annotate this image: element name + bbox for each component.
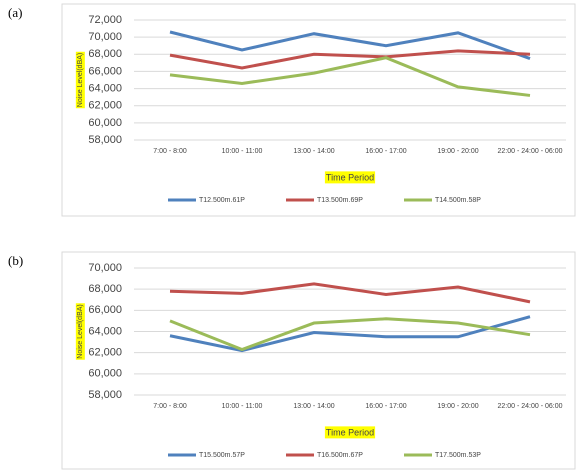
y-tick-label: 70,000: [88, 262, 122, 274]
y-tick-label: 64,000: [88, 82, 122, 94]
x-axis-label: Time Period: [326, 172, 374, 182]
x-tick-label: 13:00 - 14:00: [293, 148, 334, 155]
legend-label: T17.500m.53P: [435, 452, 481, 459]
legend-label: T16.500m.67P: [317, 452, 363, 459]
y-tick-label: 64,000: [88, 325, 122, 337]
y-axis-label: Noise Level(dBA): [77, 53, 84, 107]
x-tick-label: 10:00 - 11:00: [222, 148, 263, 155]
x-tick-label: 7:00 - 8:00: [153, 148, 187, 155]
x-tick-label: 16:00 - 17:00: [365, 403, 406, 410]
y-tick-label: 70,000: [88, 31, 122, 43]
y-tick-label: 62,000: [88, 347, 122, 359]
y-axis-label: Noise Level(dBA): [77, 304, 84, 358]
y-tick-label: 62,000: [88, 100, 122, 112]
y-tick-label: 66,000: [88, 304, 122, 316]
series-line: [169, 317, 531, 352]
y-tick-label: 60,000: [88, 368, 122, 380]
y-tick-label: 68,000: [88, 48, 122, 60]
label-highlight: [324, 426, 376, 439]
legend-label: T12.500m.61P: [199, 197, 245, 204]
y-tick-label: 60,000: [88, 117, 122, 129]
panel-label: (b): [8, 253, 23, 268]
x-tick-label: 19:00 - 20:00: [437, 148, 478, 155]
series-line: [169, 49, 531, 70]
panel-frame: [61, 251, 576, 470]
series-line: [169, 282, 531, 304]
x-tick-label: 22:00 - 24:00 - 06:00: [498, 148, 563, 155]
label-highlight: [75, 303, 85, 360]
series-line: [169, 315, 531, 353]
x-tick-label: 22:00 - 24:00 - 06:00: [498, 403, 563, 410]
label-highlight: [324, 171, 376, 184]
y-tick-label: 72,000: [88, 14, 122, 26]
panel-label: (a): [8, 5, 22, 20]
series-line: [169, 30, 531, 60]
x-tick-label: 13:00 - 14:00: [293, 403, 334, 410]
x-tick-label: 19:00 - 20:00: [437, 403, 478, 410]
x-tick-label: 10:00 - 11:00: [222, 403, 263, 410]
legend-label: T14.500m.58P: [435, 197, 481, 204]
series-line: [169, 56, 531, 97]
label-highlight: [75, 51, 85, 109]
x-tick-label: 7:00 - 8:00: [153, 403, 187, 410]
y-tick-label: 58,000: [88, 389, 122, 401]
legend-label: T15.500m.57P: [199, 452, 245, 459]
x-tick-label: 16:00 - 17:00: [365, 148, 406, 155]
x-axis-label: Time Period: [326, 427, 374, 437]
y-tick-label: 68,000: [88, 283, 122, 295]
legend-label: T13.500m.69P: [317, 197, 363, 204]
y-tick-label: 58,000: [88, 134, 122, 146]
y-tick-label: 66,000: [88, 65, 122, 77]
panel-frame: [61, 3, 576, 217]
